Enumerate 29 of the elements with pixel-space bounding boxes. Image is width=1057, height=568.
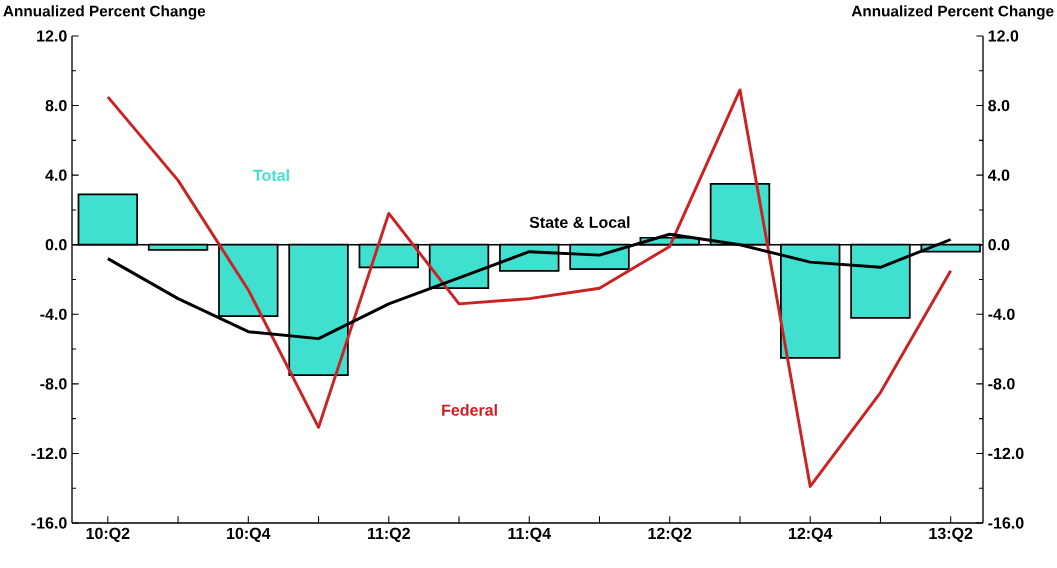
- y-tick-label: 8.0: [45, 99, 67, 112]
- x-tick-label: 12:Q2: [648, 527, 692, 543]
- y2-tick-label: 4.0: [987, 169, 1010, 181]
- y-axis-title: Annualized Percent Change: [3, 5, 206, 20]
- x-tick-label: 13:Q2: [929, 527, 973, 543]
- y-tick-label: -4.0: [40, 308, 67, 320]
- y-tick-label: -16.0: [31, 517, 67, 529]
- y-tick-label: 4.0: [45, 169, 67, 181]
- y2-tick-label: -16.0: [988, 517, 1024, 529]
- x-tick-label: 10:Q2: [86, 527, 130, 543]
- y-tick-label: 0.0: [45, 239, 67, 251]
- y-tick-label: -8.0: [40, 378, 67, 390]
- y-tick-label: 12.0: [37, 30, 67, 42]
- x-tick-label: 11:Q4: [508, 527, 551, 543]
- y2-axis-title: Annualized Percent Change: [851, 5, 1054, 20]
- text: Federal: [442, 404, 497, 416]
- y2-tick-label: 8.0: [988, 99, 1010, 112]
- y-tick-label: -12.0: [31, 447, 67, 460]
- text: Total: [253, 169, 289, 182]
- line-series: [106, 88, 953, 488]
- y2-tick-label: -4.0: [988, 308, 1015, 320]
- y2-tick-label: -12.0: [988, 447, 1024, 460]
- x-tick-label: 12:Q4: [788, 527, 833, 543]
- x-tick-label: 10:Q4: [227, 527, 271, 543]
- series-label: State & Local: [529, 216, 630, 228]
- y2-tick-label: 0.0: [988, 239, 1010, 251]
- y2-tick-label: -8.0: [988, 378, 1015, 390]
- x-tick-label: 11:Q2: [367, 527, 410, 543]
- y2-tick-label: 12.0: [988, 30, 1019, 42]
